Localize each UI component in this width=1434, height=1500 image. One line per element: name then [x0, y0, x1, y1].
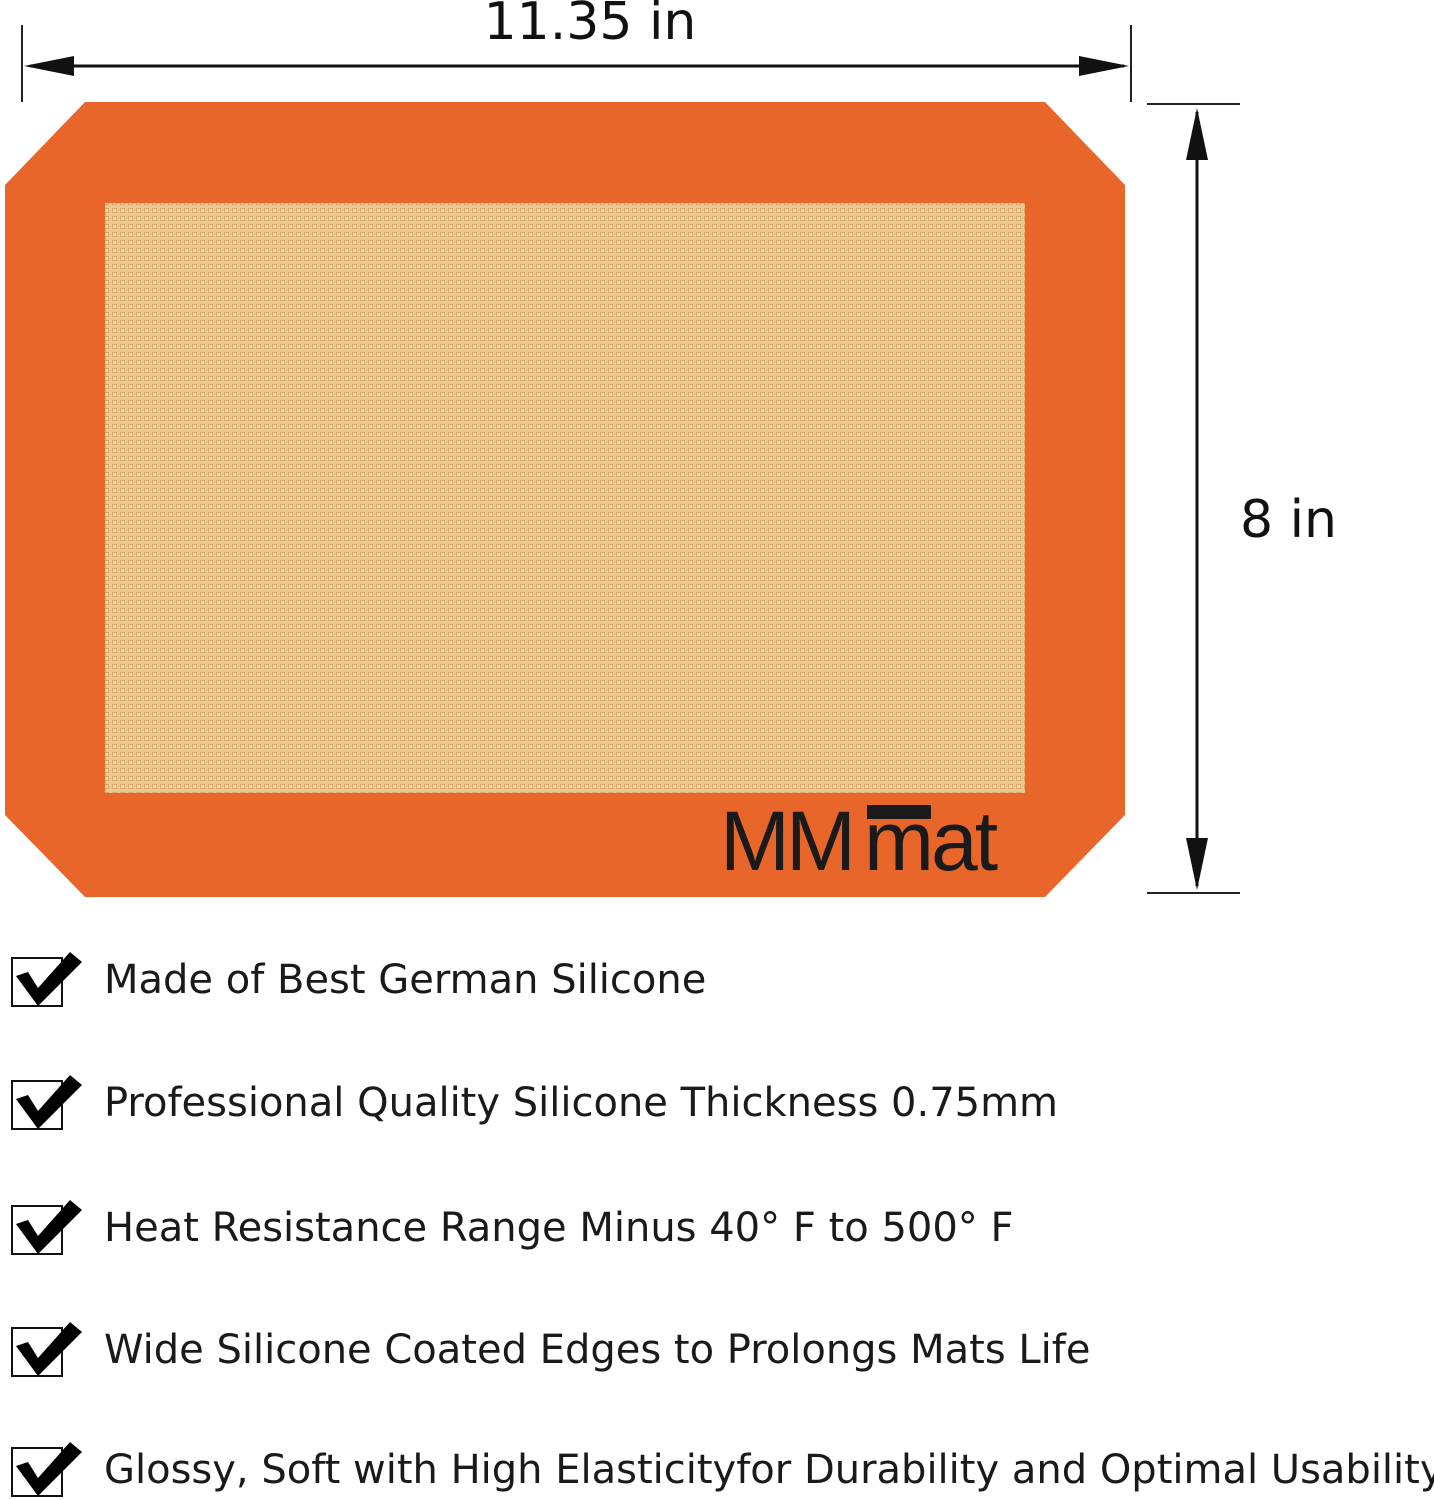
feature-item: Made of Best German Silicone: [10, 950, 706, 1010]
svg-text:MM: MM: [720, 794, 852, 888]
product-diagram: MM mat: [5, 25, 1240, 897]
feature-text: Wide Silicone Coated Edges to Prolongs M…: [104, 1327, 1091, 1373]
feature-item: Heat Resistance Range Minus 40° F to 500…: [10, 1198, 1014, 1258]
width-dimension-line: [21, 25, 1132, 102]
height-dimension-line: [1147, 103, 1240, 894]
checkbox-checked-icon: [11, 1442, 82, 1497]
brand-logo: MM mat: [720, 794, 1001, 888]
checkbox-checked-icon: [11, 952, 82, 1007]
checkbox-checked-icon: [11, 1075, 82, 1130]
svg-text:mat: mat: [864, 794, 998, 888]
checkbox-checked-icon: [11, 1200, 82, 1255]
feature-item: Professional Quality Silicone Thickness …: [10, 1073, 1058, 1133]
width-label: 11.35 in: [483, 0, 697, 52]
feature-item: Glossy, Soft with High Elasticityfor Dur…: [10, 1440, 1434, 1500]
feature-item: Wide Silicone Coated Edges to Prolongs M…: [10, 1320, 1090, 1380]
feature-text: Professional Quality Silicone Thickness …: [104, 1080, 1059, 1126]
height-label: 8 in: [1240, 490, 1338, 550]
feature-text: Heat Resistance Range Minus 40° F to 500…: [104, 1205, 1014, 1251]
checkbox-checked-icon: [11, 1322, 82, 1377]
baking-mat-mesh: [105, 203, 1025, 793]
feature-text: Made of Best German Silicone: [104, 957, 707, 1003]
feature-text: Glossy, Soft with High Elasticityfor Dur…: [104, 1447, 1434, 1493]
